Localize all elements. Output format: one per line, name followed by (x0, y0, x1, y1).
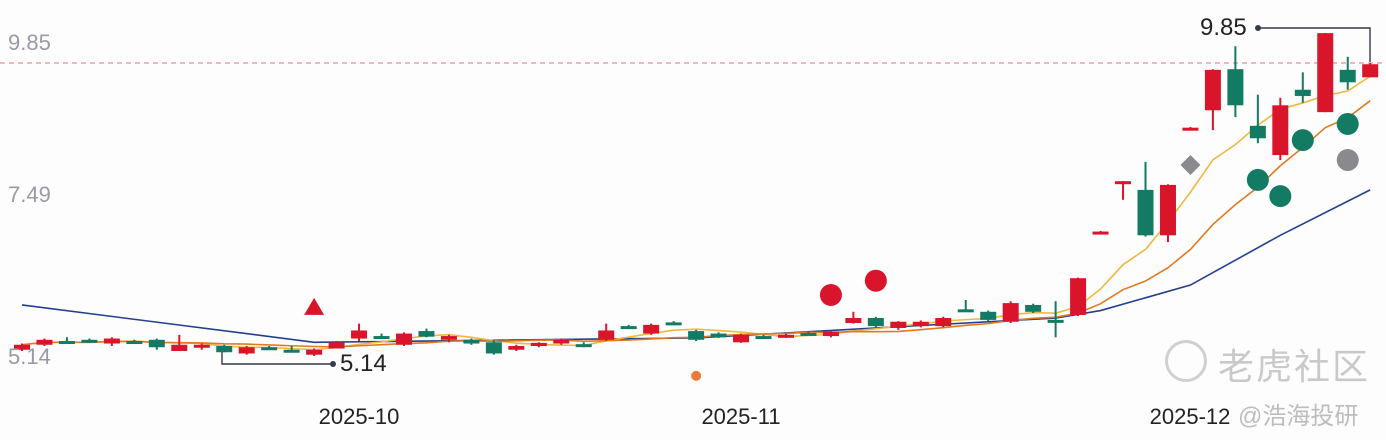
candle-body (575, 344, 592, 348)
candle-body (261, 347, 278, 351)
candle-body (171, 344, 188, 351)
candle-body (1115, 181, 1132, 185)
candle-body (530, 342, 547, 347)
signal-circle-marker (1269, 185, 1292, 208)
candle-body (58, 341, 75, 345)
candle-body (238, 347, 255, 354)
candle-body (1137, 189, 1154, 236)
watermark-author: @浩海投研 (1238, 403, 1359, 430)
watermark-brand: 老虎社区 (1218, 346, 1371, 387)
candle-body (1294, 89, 1311, 96)
candle-body (1070, 278, 1087, 315)
signal-triangle-marker (304, 297, 325, 315)
candle-body (643, 324, 660, 334)
y-tick-label: 7.49 (8, 182, 51, 207)
candle-body (710, 333, 727, 338)
candle-body (14, 344, 30, 350)
candle-body (1025, 304, 1042, 312)
candle-body (1182, 127, 1199, 131)
candle-body (1362, 64, 1379, 78)
signal-diamond-marker (1180, 155, 1201, 176)
max-label-dot (1255, 25, 1261, 31)
candle-body (216, 346, 233, 353)
candle-body (1339, 69, 1356, 83)
candle-body (845, 318, 862, 323)
candle-body (800, 332, 817, 336)
candle-body (36, 339, 53, 345)
candle-body (598, 330, 615, 340)
x-tick-label: 2025-11 (701, 404, 781, 429)
max-price-label: 9.85 (1200, 14, 1247, 41)
signal-circle-marker (1336, 112, 1359, 135)
y-tick-label: 5.14 (8, 344, 51, 369)
candle-body (665, 322, 682, 326)
min-label-dot (330, 361, 336, 367)
candle-body (418, 331, 435, 337)
candle-body (553, 339, 570, 344)
candle-body (1002, 303, 1019, 322)
candle-body (935, 318, 952, 327)
candle-body (620, 326, 637, 330)
candle-body (328, 342, 345, 349)
candle-body (1159, 184, 1176, 236)
candle-body (508, 346, 525, 350)
candle-body (485, 342, 502, 354)
candle-body (980, 311, 997, 320)
max-label-connector (1258, 27, 1371, 62)
signal-circle-marker (1246, 168, 1269, 191)
candle-body (306, 349, 323, 355)
candle-body (103, 338, 120, 344)
candle-body (395, 333, 412, 345)
candle-body (193, 344, 210, 348)
candle-body (351, 330, 368, 339)
min-price-label: 5.14 (340, 350, 387, 377)
candle-body (755, 336, 772, 340)
candle-body (1272, 105, 1289, 156)
candle-body (81, 339, 98, 343)
candle-body (890, 321, 907, 328)
signal-circle-marker (864, 269, 887, 292)
min-label-connector (221, 352, 333, 365)
candle-body (126, 341, 143, 345)
candle-body (373, 336, 390, 340)
candle-body (688, 331, 705, 340)
candle-body (1227, 69, 1244, 106)
y-tick-label: 9.85 (8, 30, 51, 55)
candle-body (463, 339, 480, 344)
candle-body (1047, 319, 1064, 323)
x-tick-label: 2025-10 (318, 404, 400, 429)
candle-body (1092, 231, 1109, 235)
candle-body (957, 309, 974, 313)
candle-body (777, 334, 794, 338)
candle-body (1317, 33, 1334, 113)
x-tick-label: 2025-12 (1149, 404, 1231, 429)
candle-body (283, 349, 300, 353)
candle-body (1249, 125, 1266, 139)
candle-body (1204, 69, 1221, 111)
candle-body (912, 321, 929, 327)
candle-body (822, 331, 839, 337)
watermark-logo-icon (1165, 340, 1207, 382)
candle-body (148, 339, 165, 348)
candle-body (440, 336, 457, 340)
signal-dot-marker (691, 370, 702, 381)
candle-body (733, 334, 750, 343)
signal-circle-marker (1291, 129, 1314, 152)
signal-circle-marker (1336, 149, 1359, 172)
signal-circle-marker (819, 284, 842, 307)
candle-body (867, 318, 884, 327)
